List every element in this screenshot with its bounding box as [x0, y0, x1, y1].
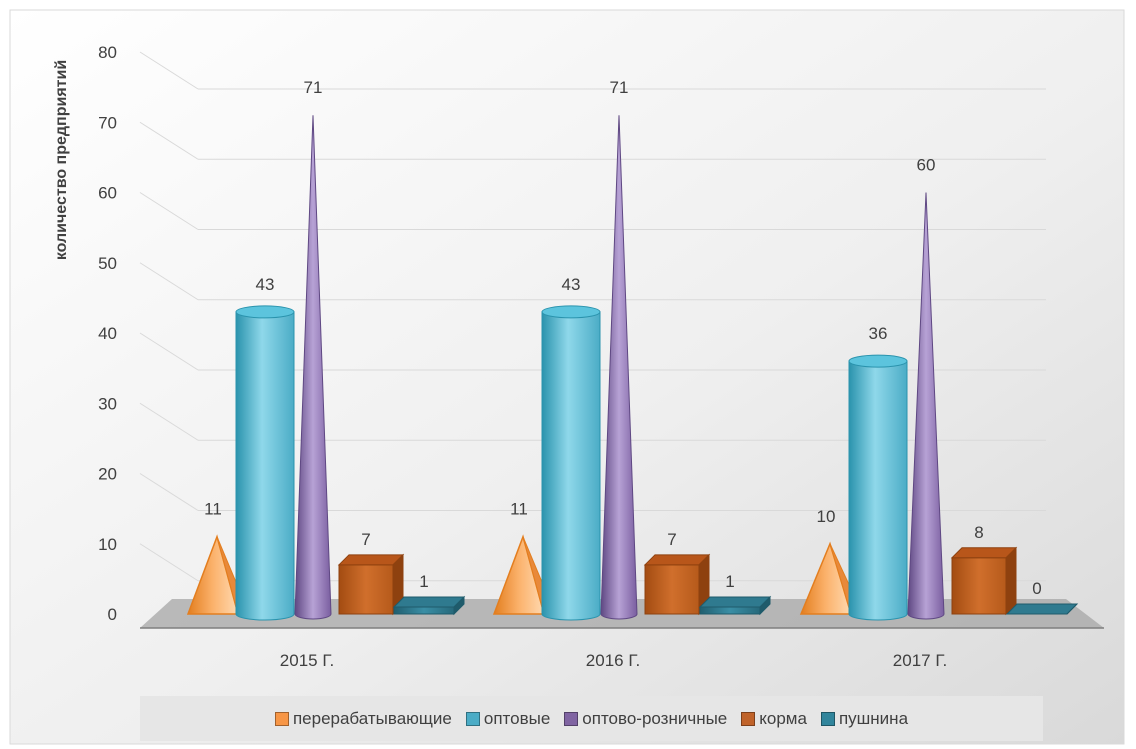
- legend-swatch: [820, 711, 835, 726]
- data-label: 8: [974, 523, 983, 542]
- bar-корма: [951, 557, 1007, 615]
- legend-swatch: [564, 711, 579, 726]
- gridline-side: [139, 473, 199, 511]
- data-label: 11: [204, 500, 222, 519]
- y-tick-label: 30: [98, 394, 117, 413]
- bar-оптовые: [235, 311, 295, 621]
- bar-пушнина-side: [759, 595, 771, 616]
- x-tick-label: 2016 Г.: [586, 651, 640, 670]
- data-label: 1: [725, 572, 734, 591]
- gridline-side: [139, 402, 199, 441]
- bar-корма-top: [643, 554, 711, 566]
- data-label: 43: [562, 275, 581, 294]
- y-tick-label: 20: [98, 465, 117, 484]
- chart-marks: [186, 115, 1079, 621]
- bar-корма-side: [1005, 546, 1017, 616]
- gridline-side: [139, 262, 199, 301]
- bar-корма: [338, 564, 394, 615]
- data-label: 10: [817, 507, 836, 526]
- y-tick-label: 10: [98, 535, 117, 554]
- data-label: 71: [304, 78, 323, 97]
- data-label: 0: [1032, 579, 1041, 598]
- data-label: 7: [667, 530, 676, 549]
- data-label: 11: [510, 500, 528, 519]
- bar-оптовые-top: [235, 305, 295, 319]
- bar-пушнина-top: [1005, 603, 1079, 615]
- bar-оптовые: [848, 360, 908, 621]
- legend-item: корма: [741, 709, 807, 729]
- legend-swatch: [465, 711, 480, 726]
- x-tick-label: 2015 Г.: [280, 651, 334, 670]
- bar-оптово-розничные: [294, 115, 332, 620]
- data-label: 71: [610, 78, 629, 97]
- bar-оптовые: [541, 311, 601, 621]
- bar-пушнина-top: [392, 596, 466, 608]
- gridline-side: [139, 192, 199, 230]
- legend-label: перерабатывающие: [292, 708, 452, 728]
- gridline-side: [139, 543, 199, 582]
- y-axis-ticks: 0 10 20 30 40 50 60 70 80: [98, 43, 117, 624]
- y-tick-label: 60: [98, 184, 117, 203]
- legend-label: оптовые: [483, 708, 551, 728]
- data-label: 60: [917, 156, 936, 175]
- legend: перерабатывающие оптовые оптово-розничные к…: [140, 696, 1043, 741]
- y-tick-label: 80: [98, 43, 117, 62]
- data-label: 1: [419, 572, 428, 591]
- legend-label: пушнина: [838, 708, 909, 728]
- legend-item: оптовые: [465, 708, 551, 729]
- bar-пушнина-side: [1066, 603, 1078, 615]
- legend-item: оптово-розничные: [564, 709, 727, 729]
- bar-корма: [644, 564, 700, 615]
- bar-оптово-розничные: [600, 115, 638, 620]
- y-tick-label: 50: [98, 254, 117, 273]
- data-label: 36: [869, 324, 888, 343]
- legend-label: корма: [759, 708, 807, 728]
- gridline-side: [139, 121, 199, 160]
- data-label: 7: [361, 530, 370, 549]
- gridline-side: [139, 51, 199, 90]
- bar-оптово-розничные: [907, 192, 945, 620]
- bar-пушнина-side: [453, 595, 465, 616]
- legend-item: пушнина: [820, 708, 909, 729]
- bar-пушнина-top: [698, 596, 772, 608]
- bar-оптовые-top: [541, 305, 601, 319]
- x-axis-ticks: 2015 Г. 2016 Г. 2017 Г.: [280, 651, 947, 670]
- bar-корма-top: [950, 547, 1018, 559]
- x-tick-label: 2017 Г.: [893, 651, 947, 670]
- legend-swatch: [741, 711, 756, 726]
- bar-оптовые-top: [848, 354, 908, 368]
- bar-корма-top: [337, 554, 405, 566]
- gridline-side: [139, 332, 199, 371]
- legend-label: оптово-розничные: [582, 708, 728, 728]
- legend-item: перерабатывающие: [274, 708, 452, 729]
- legend-swatch: [274, 711, 289, 726]
- bar-пушнина: [699, 606, 761, 615]
- y-axis-label: количество предприятий: [53, 60, 70, 260]
- y-tick-label: 70: [98, 113, 117, 132]
- data-label: 43: [256, 275, 275, 294]
- bar-пушнина: [393, 606, 455, 615]
- y-tick-label: 40: [98, 324, 117, 343]
- y-tick-label: 0: [108, 605, 117, 624]
